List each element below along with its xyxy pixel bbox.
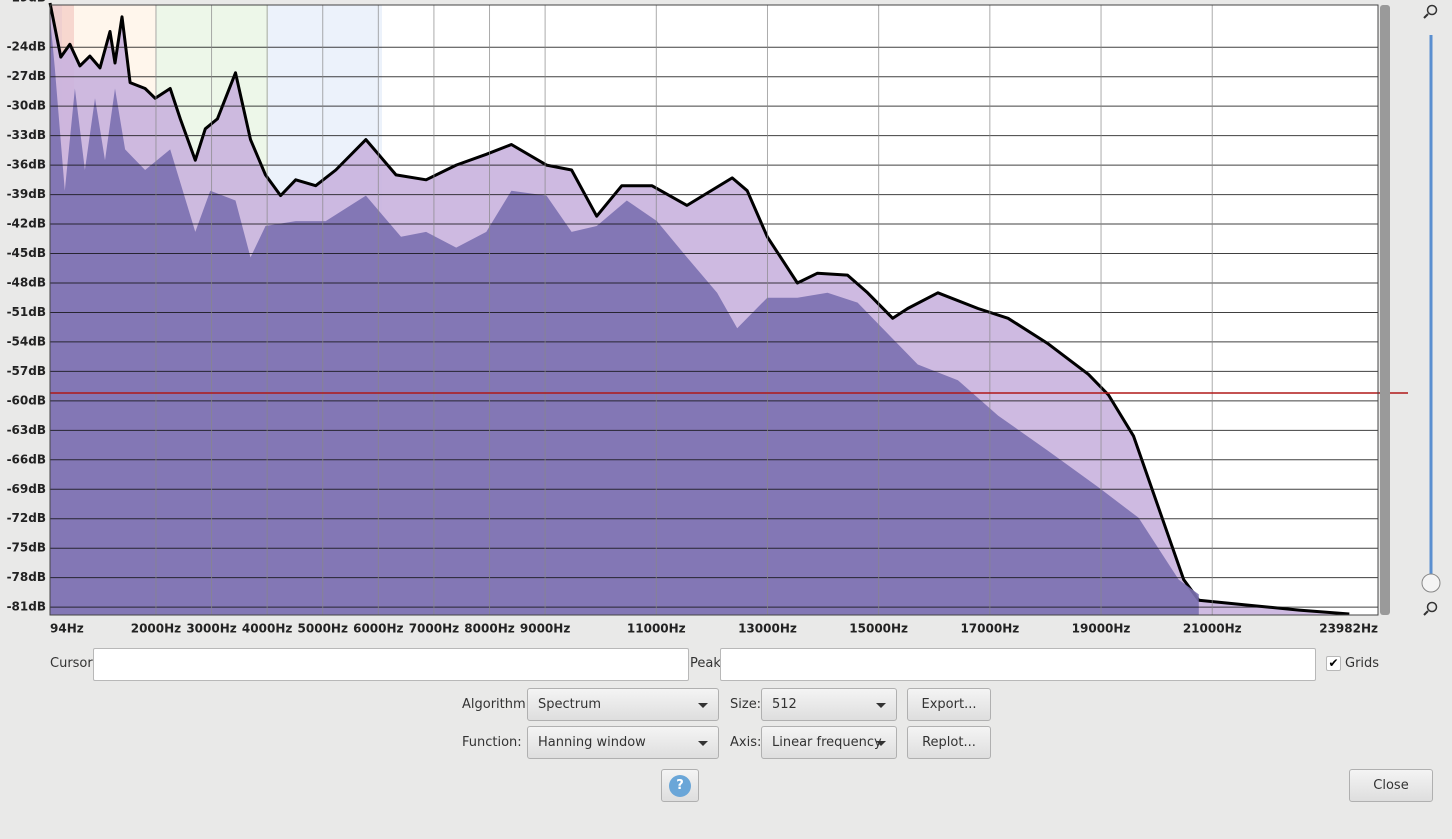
- y-tick-label: -42dB: [7, 217, 46, 231]
- x-tick-label: 17000Hz: [960, 622, 1019, 636]
- grids-label: Grids: [1345, 656, 1380, 671]
- y-tick-label: -66dB: [7, 452, 46, 466]
- x-tick-label: 21000Hz: [1183, 622, 1242, 636]
- cursor-label: Cursor:: [50, 656, 97, 671]
- y-tick-label: -27dB: [7, 69, 46, 83]
- y-tick-label: -81dB: [7, 600, 46, 614]
- y-tick-label: -24dB: [7, 40, 46, 54]
- algorithm-dropdown[interactable]: Spectrum: [527, 688, 719, 721]
- export-button[interactable]: Export...: [907, 688, 991, 721]
- zoom-slider-knob[interactable]: [1421, 573, 1441, 593]
- function-label: Function:: [462, 735, 522, 750]
- y-tick-label: -72dB: [7, 511, 46, 525]
- x-tick-label: 23982Hz: [1319, 622, 1378, 636]
- x-tick-label: 8000Hz: [464, 622, 514, 636]
- help-icon: ?: [669, 774, 691, 797]
- x-tick-label: 7000Hz: [409, 622, 459, 636]
- x-tick-label: 15000Hz: [849, 622, 908, 636]
- x-tick-label: 13000Hz: [738, 622, 797, 636]
- y-tick-label: -69dB: [7, 482, 46, 496]
- y-tick-label: -51dB: [7, 305, 46, 319]
- help-button[interactable]: ?: [661, 769, 699, 802]
- spectrum-area: [50, 16, 1199, 616]
- zoom-in-icon[interactable]: [1423, 4, 1438, 19]
- function-dropdown[interactable]: Hanning window: [527, 726, 719, 759]
- y-tick-label: -75dB: [7, 541, 46, 555]
- axis-label: Axis:: [730, 735, 762, 750]
- x-tick-label: 3000Hz: [186, 622, 236, 636]
- y-tick-label: -36dB: [7, 158, 46, 172]
- x-tick-label: 9000Hz: [520, 622, 570, 636]
- y-tick-label: -54dB: [7, 334, 46, 348]
- y-tick-label: -19dB: [7, 0, 46, 5]
- x-tick-label: 6000Hz: [353, 622, 403, 636]
- replot-button[interactable]: Replot...: [907, 726, 991, 759]
- x-tick-label: 2000Hz: [131, 622, 181, 636]
- cursor-field[interactable]: [93, 648, 689, 681]
- size-label: Size:: [730, 697, 762, 712]
- y-tick-label: -78dB: [7, 570, 46, 584]
- algorithm-label: Algorithm:: [462, 697, 531, 712]
- y-tick-label: -33dB: [7, 128, 46, 142]
- peak-field[interactable]: [720, 648, 1316, 681]
- x-tick-label: 11000Hz: [627, 622, 686, 636]
- close-button[interactable]: Close: [1349, 769, 1433, 802]
- x-tick-label: 19000Hz: [1072, 622, 1131, 636]
- x-tick-label: 5000Hz: [298, 622, 348, 636]
- grids-checkbox[interactable]: ✔: [1326, 656, 1341, 671]
- spectrum-plot: -19dB -24dB -27dB -30dB -33dB -36dB -39dB -42dB…: [7, 0, 1441, 636]
- size-dropdown[interactable]: 512: [761, 688, 897, 721]
- y-tick-label: -45dB: [7, 246, 46, 260]
- x-tick-label: 4000Hz: [242, 622, 292, 636]
- zoom-out-icon[interactable]: [1423, 601, 1438, 616]
- spectrum-line: [48, 2, 1350, 616]
- y-tick-label: -60dB: [7, 393, 46, 407]
- x-tick-label: 94Hz: [50, 622, 84, 636]
- y-tick-label: -63dB: [7, 423, 46, 437]
- y-tick-label: -30dB: [7, 99, 46, 113]
- scrollbar[interactable]: [1380, 5, 1390, 615]
- axis-dropdown[interactable]: Linear frequency: [761, 726, 897, 759]
- plot-border: [49, 4, 1379, 616]
- peak-label: Peak:: [690, 656, 726, 671]
- y-tick-label: -48dB: [7, 275, 46, 289]
- y-tick-label: -57dB: [7, 364, 46, 378]
- y-tick-label: -39dB: [7, 187, 46, 201]
